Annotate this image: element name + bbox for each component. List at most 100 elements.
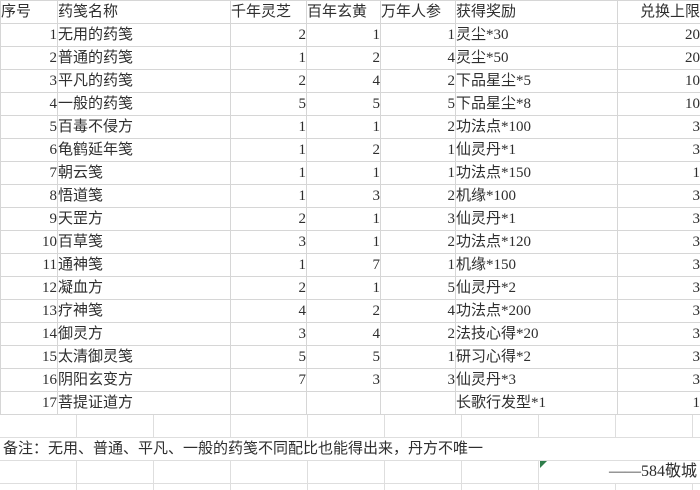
cell[interactable]: 3 — [380, 207, 456, 231]
cell[interactable]: 3 — [230, 322, 307, 346]
cell[interactable]: 仙灵丹*3 — [455, 368, 618, 392]
header-cell-lingzhi[interactable]: 千年灵芝 — [230, 0, 307, 24]
cell[interactable]: 3 — [230, 230, 307, 254]
cell[interactable]: 3 — [617, 276, 700, 300]
cell[interactable]: 3 — [617, 207, 700, 231]
cell[interactable]: 7 — [0, 161, 58, 185]
cell[interactable]: 10 — [617, 69, 700, 93]
cell[interactable]: 2 — [230, 69, 307, 93]
cell[interactable]: 3 — [0, 69, 58, 93]
cell[interactable]: 4 — [0, 92, 58, 116]
header-cell-limit[interactable]: 兑换上限 — [617, 0, 700, 24]
cell[interactable]: 天罡方 — [57, 207, 231, 231]
cell[interactable]: 1 — [0, 23, 58, 47]
cell[interactable]: 下品星尘*5 — [455, 69, 618, 93]
cell[interactable]: 阴阳玄变方 — [57, 368, 231, 392]
cell[interactable] — [380, 391, 456, 415]
cell[interactable] — [306, 391, 381, 415]
cell[interactable]: 5 — [306, 92, 381, 116]
cell[interactable]: 7 — [306, 253, 381, 277]
cell[interactable]: 研习心得*2 — [455, 345, 618, 369]
cell[interactable]: 一般的药笺 — [57, 92, 231, 116]
cell[interactable]: 1 — [306, 23, 381, 47]
cell[interactable]: 1 — [306, 115, 381, 139]
cell[interactable]: 2 — [380, 230, 456, 254]
cell[interactable]: 3 — [617, 230, 700, 254]
cell[interactable]: 1 — [617, 161, 700, 185]
cell[interactable]: 2 — [380, 69, 456, 93]
cell[interactable]: 太清御灵笺 — [57, 345, 231, 369]
cell[interactable]: 13 — [0, 299, 58, 323]
cell[interactable]: 1 — [306, 207, 381, 231]
cell[interactable]: 5 — [0, 115, 58, 139]
cell[interactable]: 机缘*100 — [455, 184, 618, 208]
cell[interactable]: 悟道笺 — [57, 184, 231, 208]
cell[interactable]: 17 — [0, 391, 58, 415]
cell[interactable]: 9 — [0, 207, 58, 231]
cell[interactable]: 3 — [380, 368, 456, 392]
cell[interactable]: 1 — [230, 253, 307, 277]
cell[interactable]: 3 — [617, 322, 700, 346]
cell[interactable]: 功法点*150 — [455, 161, 618, 185]
cell[interactable]: 3 — [306, 368, 381, 392]
cell[interactable]: 3 — [617, 115, 700, 139]
cell[interactable]: 龟鹤延年笺 — [57, 138, 231, 162]
cell[interactable]: 3 — [617, 184, 700, 208]
cell[interactable]: 5 — [230, 345, 307, 369]
cell[interactable]: 10 — [0, 230, 58, 254]
cell[interactable]: 1 — [230, 138, 307, 162]
cell[interactable]: 1 — [230, 184, 307, 208]
cell[interactable]: 灵尘*50 — [455, 46, 618, 70]
cell[interactable]: 菩提证道方 — [57, 391, 231, 415]
cell[interactable]: 15 — [0, 345, 58, 369]
cell[interactable]: 疗神笺 — [57, 299, 231, 323]
signature-row[interactable]: ——584敬城 — [0, 461, 700, 484]
cell[interactable]: 百毒不侵方 — [57, 115, 231, 139]
header-cell-index[interactable]: 序号 — [0, 0, 58, 24]
cell[interactable]: 1 — [380, 253, 456, 277]
cell[interactable]: 1 — [380, 345, 456, 369]
cell[interactable]: 3 — [306, 184, 381, 208]
cell[interactable]: 12 — [0, 276, 58, 300]
cell[interactable]: 3 — [617, 299, 700, 323]
cell[interactable]: 16 — [0, 368, 58, 392]
cell[interactable]: 5 — [380, 92, 456, 116]
cell[interactable]: 3 — [617, 345, 700, 369]
cell[interactable]: 凝血方 — [57, 276, 231, 300]
cell[interactable]: 4 — [380, 46, 456, 70]
cell[interactable]: 6 — [0, 138, 58, 162]
cell[interactable]: 2 — [0, 46, 58, 70]
cell[interactable]: 20 — [617, 46, 700, 70]
cell[interactable]: 功法点*200 — [455, 299, 618, 323]
cell[interactable]: 1 — [230, 161, 307, 185]
cell[interactable]: 4 — [306, 69, 381, 93]
cell[interactable]: 下品星尘*8 — [455, 92, 618, 116]
cell[interactable]: 无用的药笺 — [57, 23, 231, 47]
header-cell-name[interactable]: 药笺名称 — [57, 0, 231, 24]
cell[interactable]: 8 — [0, 184, 58, 208]
cell[interactable]: 2 — [230, 23, 307, 47]
cell[interactable]: 1 — [380, 161, 456, 185]
cell[interactable]: 2 — [380, 115, 456, 139]
cell[interactable]: 1 — [380, 138, 456, 162]
cell[interactable]: 1 — [230, 46, 307, 70]
cell[interactable]: 7 — [230, 368, 307, 392]
cell[interactable]: 通神笺 — [57, 253, 231, 277]
cell[interactable]: 长歌行发型*1 — [455, 391, 618, 415]
cell[interactable]: 仙灵丹*1 — [455, 138, 618, 162]
cell[interactable]: 5 — [380, 276, 456, 300]
cell[interactable]: 2 — [380, 184, 456, 208]
cell[interactable]: 御灵方 — [57, 322, 231, 346]
cell[interactable]: 1 — [306, 276, 381, 300]
cell[interactable]: 朝云笺 — [57, 161, 231, 185]
cell[interactable]: 2 — [306, 138, 381, 162]
cell[interactable]: 1 — [380, 23, 456, 47]
cell[interactable]: 14 — [0, 322, 58, 346]
header-cell-reward[interactable]: 获得奖励 — [455, 0, 618, 24]
cell[interactable]: 4 — [380, 299, 456, 323]
cell[interactable]: 仙灵丹*1 — [455, 207, 618, 231]
cell[interactable]: 功法点*120 — [455, 230, 618, 254]
cell[interactable] — [230, 391, 307, 415]
header-cell-xuanhuang[interactable]: 百年玄黄 — [306, 0, 381, 24]
cell[interactable]: 2 — [230, 207, 307, 231]
